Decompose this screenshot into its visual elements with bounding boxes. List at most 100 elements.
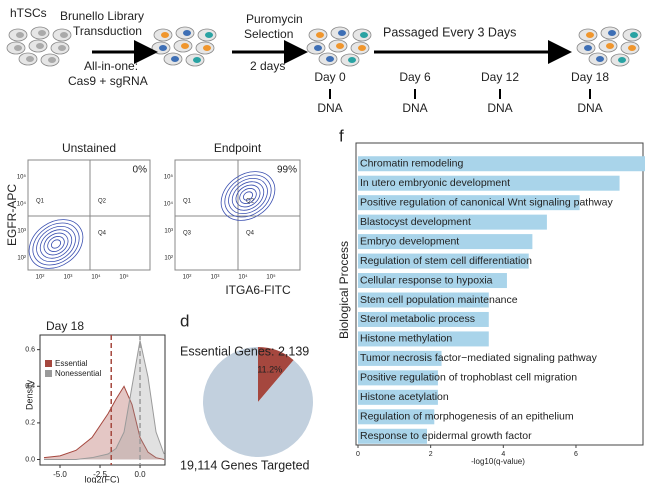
timepoint: Day 6 — [399, 70, 431, 84]
nucleus — [314, 45, 322, 51]
y-tick-label: 0.2 — [25, 420, 35, 427]
tick-label: 10⁵ — [164, 174, 174, 181]
tick-label: 10³ — [211, 275, 220, 281]
legend-label: Nonessential — [55, 369, 101, 378]
quadrant: Q3 — [183, 231, 192, 237]
legend-swatch — [45, 370, 52, 377]
bar — [358, 428, 428, 444]
tick-label: 10⁴ — [238, 274, 248, 281]
bar-label: Response to epidermal growth factor — [360, 430, 532, 442]
bar-label: Blastocyst development — [360, 216, 471, 228]
quadrant: Q2 — [246, 199, 255, 205]
axis-label: ITGA6-FITC — [225, 283, 291, 297]
contour — [50, 239, 62, 249]
bar — [358, 389, 438, 405]
sample: DNA — [577, 101, 602, 115]
label: Cas9 + sgRNA — [68, 74, 148, 88]
axis-label: EGFR-APC — [5, 184, 19, 246]
axis-label: Biological Process — [337, 241, 351, 339]
timepoint: Day 18 — [571, 70, 609, 84]
nucleus — [171, 56, 179, 62]
bar-label: In utero embryonic development — [360, 177, 510, 189]
nucleus — [338, 30, 346, 36]
bar-label: Histone acetylation — [360, 391, 449, 403]
bar-label: Positive regulation of trophoblast cell … — [360, 372, 577, 384]
density-area — [44, 386, 165, 460]
bar-label: Positive regulation of canonical Wnt sig… — [360, 196, 613, 208]
quadrant: Q4 — [246, 231, 255, 237]
plot-area — [39, 334, 166, 466]
contour — [231, 181, 265, 211]
nucleus — [16, 32, 24, 38]
nucleus — [159, 45, 167, 51]
timepoint: Day 0 — [314, 70, 346, 84]
bar-label: Sterol metabolic process — [360, 313, 475, 325]
contour — [224, 174, 272, 218]
nucleus — [181, 43, 189, 49]
contour — [47, 236, 65, 252]
label: Passaged Every 3 Days — [383, 25, 516, 39]
bar — [358, 331, 489, 347]
nucleus — [336, 43, 344, 49]
slice-label: 11.2% — [257, 364, 282, 374]
nucleus — [584, 45, 592, 51]
timepoint: Day 12 — [481, 70, 519, 84]
quadrant: Q4 — [98, 231, 107, 237]
y-tick-label: 0.6 — [25, 346, 35, 353]
nucleus — [316, 32, 324, 38]
bar — [358, 409, 435, 425]
x-tick-label: 0 — [356, 451, 360, 458]
nucleus — [618, 57, 626, 63]
tick-label: 10⁴ — [17, 201, 27, 208]
bar — [358, 350, 442, 366]
nucleus — [596, 56, 604, 62]
contour — [32, 222, 80, 266]
tick-label: 10⁴ — [164, 201, 174, 208]
nucleus — [360, 32, 368, 38]
bar-label: Stem cell population maintenance — [360, 294, 518, 306]
pie-slice — [202, 346, 313, 457]
contour — [220, 171, 276, 221]
contour — [228, 177, 268, 215]
x-tick-label: -2.5 — [93, 470, 107, 479]
chart-title: Essential Genes: 2,139 — [180, 344, 309, 358]
density-area — [44, 340, 165, 460]
quadrant: Q2 — [98, 199, 107, 205]
density-line — [44, 340, 165, 461]
nucleus — [14, 45, 22, 51]
x-tick-label: 4 — [501, 451, 505, 458]
contour — [242, 191, 254, 201]
label: Selection — [244, 27, 293, 41]
sample: DNA — [317, 101, 342, 115]
nucleus — [358, 45, 366, 51]
bar-label: Embryo development — [360, 235, 459, 247]
label: Puromycin — [246, 12, 303, 26]
bar — [358, 234, 533, 250]
label: Brunello Library — [60, 9, 144, 23]
nucleus — [205, 32, 213, 38]
contour — [235, 184, 261, 208]
nucleus — [326, 56, 334, 62]
percent: 0% — [133, 165, 148, 176]
bar-label: Histone methylation — [360, 333, 452, 345]
y-tick-label: 0.4 — [25, 383, 35, 390]
tick-label: 10⁵ — [119, 274, 129, 281]
x-tick-label: 6 — [574, 451, 578, 458]
quadrant: Q1 — [183, 199, 192, 205]
nucleus — [586, 32, 594, 38]
nucleus — [608, 30, 616, 36]
tick-label: 10⁵ — [17, 174, 27, 181]
density-line — [43, 385, 165, 460]
axis-label: -log10(q-value) — [471, 457, 525, 466]
label: Transduction — [73, 24, 142, 38]
contour — [28, 219, 84, 269]
bar-label: Regulation of stem cell differentiation — [360, 255, 532, 267]
label: All-in-one: — [84, 59, 138, 73]
bar — [358, 214, 547, 230]
nucleus — [38, 30, 46, 36]
bar — [358, 175, 620, 191]
sample: DNA — [402, 101, 427, 115]
contour — [43, 232, 69, 256]
contour — [239, 188, 257, 204]
y-tick-label: 0.0 — [25, 456, 35, 463]
